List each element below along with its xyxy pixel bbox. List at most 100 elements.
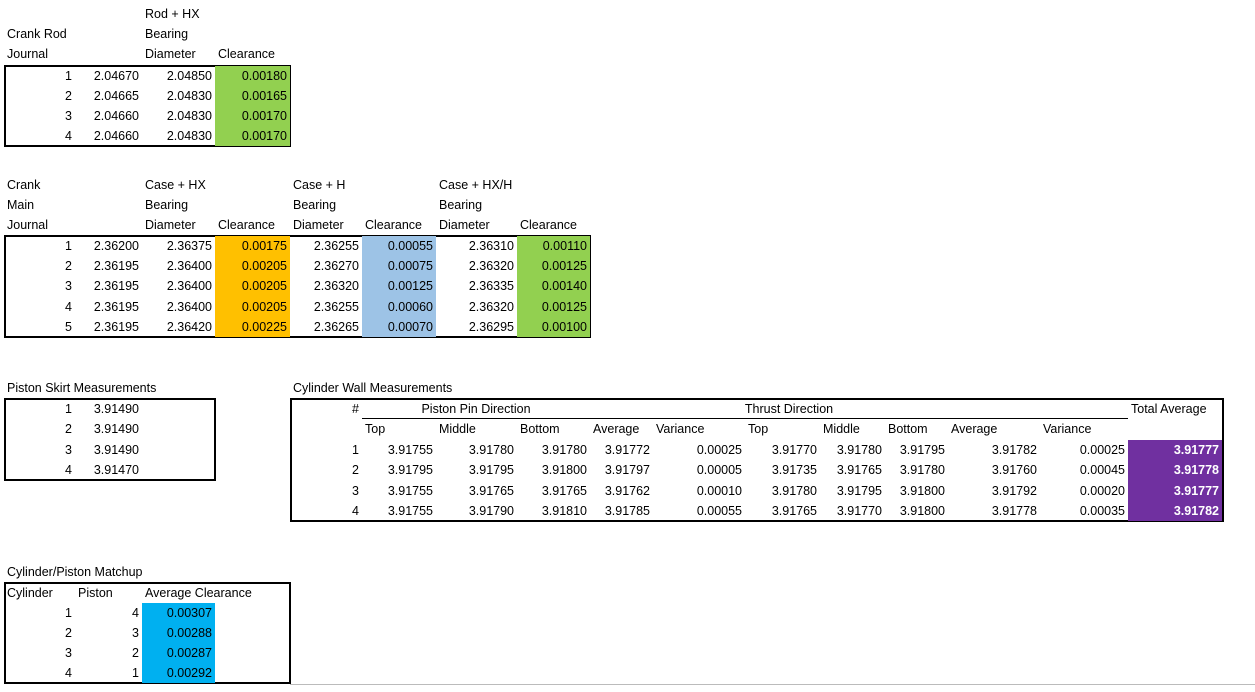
cell: 3.91770 — [836, 504, 882, 518]
table-border — [4, 582, 291, 684]
cell: 0.00075 — [362, 256, 436, 277]
cell: 2.36255 — [313, 299, 359, 314]
cell: 2.04665 — [93, 89, 139, 103]
cell: 3 — [65, 442, 72, 457]
cell: 3 — [132, 626, 139, 640]
cell: 2.36400 — [166, 259, 212, 274]
cell: 2.36320 — [313, 279, 359, 294]
cell: 3.91780 — [468, 442, 514, 457]
cell: 2.36420 — [166, 319, 212, 334]
section-title: Cylinder Wall Measurements — [293, 381, 453, 395]
cell: 3.91490 — [93, 422, 139, 437]
header-text: Thrust Direction — [744, 402, 834, 416]
cell: 0.00287 — [142, 643, 215, 663]
cell: 0.00125 — [517, 296, 590, 317]
header-text: Case + H — [293, 178, 346, 192]
cell: 3.91735 — [771, 463, 817, 478]
cell: 3.91762 — [604, 483, 650, 498]
cell: 2.36195 — [93, 319, 139, 334]
header-text: Bearing — [145, 198, 189, 212]
cell: 2 — [65, 259, 72, 274]
cell: 1 — [65, 402, 72, 416]
header-text: Diameter — [439, 218, 490, 232]
cell: 3.91760 — [991, 463, 1037, 478]
cell: 4 — [65, 129, 72, 143]
cell: 2 — [65, 422, 72, 437]
header-text: Diameter — [293, 218, 344, 232]
cell: 0.00035 — [1079, 504, 1125, 518]
column-header: Top — [365, 422, 386, 437]
cell: 3.91765 — [836, 463, 882, 478]
table-border — [290, 398, 1224, 522]
cell: 0.00010 — [696, 483, 742, 498]
cell: 3.91800 — [541, 463, 587, 478]
cell: 2.36255 — [313, 239, 359, 253]
header-text: Diameter — [145, 218, 196, 232]
section-title: Piston Skirt Measurements — [7, 381, 157, 395]
cell: 3.91490 — [93, 402, 139, 416]
cell: 3 — [65, 279, 72, 294]
cell: 1 — [65, 69, 72, 83]
cell: 3.91810 — [541, 504, 587, 518]
cell: 3.91780 — [541, 442, 587, 457]
cell: 3.91770 — [771, 442, 817, 457]
header-text: Bearing — [145, 27, 189, 41]
header-text: Case + HX — [145, 178, 206, 192]
header-text: Main — [7, 198, 35, 212]
cell: 2.36310 — [468, 239, 514, 253]
cell: 3.91797 — [604, 463, 650, 478]
cell: 0.00110 — [517, 236, 590, 257]
column-header: Bottom — [520, 422, 560, 437]
table-border — [4, 235, 591, 338]
header-text: Bearing — [439, 198, 483, 212]
cell: 0.00055 — [696, 504, 742, 518]
header-text: Crank — [7, 178, 41, 192]
cell: 3.91782 — [1128, 501, 1222, 522]
column-header: Middle — [823, 422, 860, 437]
cell: 4 — [65, 299, 72, 314]
header-text: Case + HX/H — [439, 178, 513, 192]
cell: 0.00180 — [215, 66, 290, 86]
cell: 2.36335 — [468, 279, 514, 294]
cell: 3.91755 — [387, 442, 433, 457]
cell: 0.00100 — [517, 316, 590, 337]
cell: 3.91778 — [991, 504, 1037, 518]
cell: 3.91755 — [387, 504, 433, 518]
cell: 3.91780 — [836, 442, 882, 457]
cell: 0.00055 — [362, 236, 436, 257]
header-text: Clearance — [218, 218, 275, 232]
cell: 2.36265 — [313, 319, 359, 334]
cell: 2 — [132, 646, 139, 660]
cell: 0.00045 — [1079, 463, 1125, 478]
cell: 0.00005 — [696, 463, 742, 478]
cell: 2.36270 — [313, 259, 359, 274]
table-border — [4, 65, 291, 147]
cell: 2.36400 — [166, 299, 212, 314]
cell: 2 — [65, 89, 72, 103]
column-header: Bottom — [888, 422, 928, 437]
cell: 3.91755 — [387, 483, 433, 498]
cell: 3.91795 — [468, 463, 514, 478]
cell: 2.04850 — [166, 69, 212, 83]
cell: 3.91777 — [1128, 439, 1222, 461]
cell: 2.04670 — [93, 69, 139, 83]
cell: 0.00125 — [517, 256, 590, 277]
cell: 0.00060 — [362, 296, 436, 317]
cell: 0.00175 — [215, 236, 290, 257]
cell: 2.36320 — [468, 259, 514, 274]
cell: 2.36195 — [93, 279, 139, 294]
header-underline — [362, 418, 1128, 419]
cell: 0.00025 — [1079, 442, 1125, 457]
cell: 3.91777 — [1128, 480, 1222, 501]
cell: 4 — [132, 606, 139, 620]
cell: 2.04660 — [93, 109, 139, 123]
cell: 4 — [65, 666, 72, 680]
cell: 3.91490 — [93, 442, 139, 457]
header-text: Clearance — [520, 218, 577, 232]
cell: 0.00070 — [362, 316, 436, 337]
cell: 2.04830 — [166, 89, 212, 103]
cell: 0.00205 — [215, 296, 290, 317]
cell: 4 — [65, 462, 72, 477]
cell: 0.00170 — [215, 106, 290, 126]
cell: 3.91765 — [541, 483, 587, 498]
